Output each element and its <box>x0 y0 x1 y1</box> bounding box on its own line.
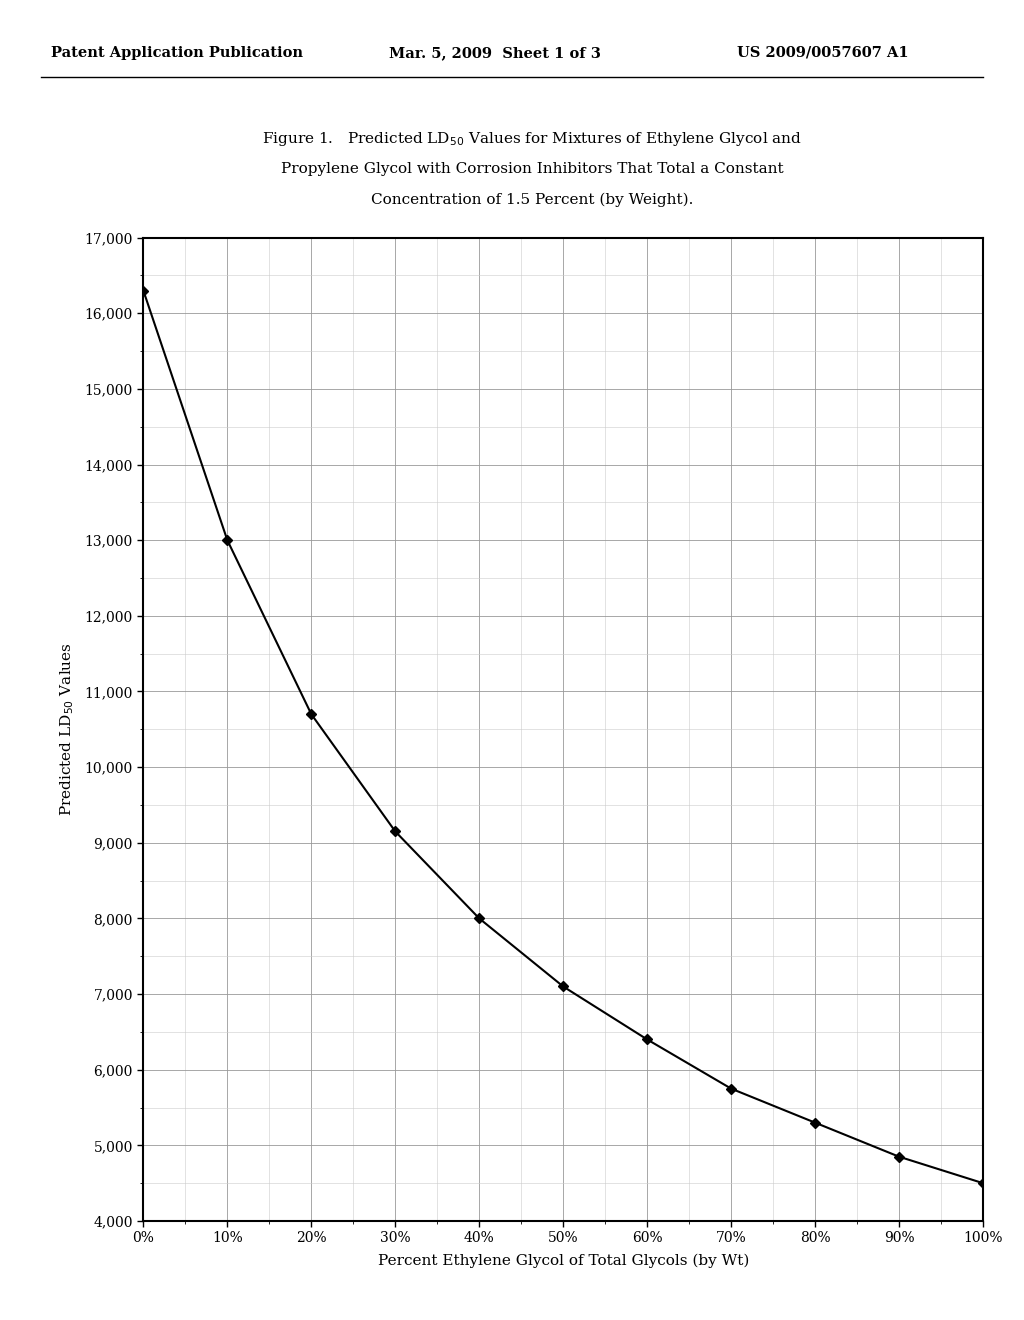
Text: Mar. 5, 2009  Sheet 1 of 3: Mar. 5, 2009 Sheet 1 of 3 <box>389 46 601 59</box>
X-axis label: Percent Ethylene Glycol of Total Glycols (by Wt): Percent Ethylene Glycol of Total Glycols… <box>378 1254 749 1269</box>
Text: Propylene Glycol with Corrosion Inhibitors That Total a Constant: Propylene Glycol with Corrosion Inhibito… <box>282 162 783 176</box>
Text: Figure 1.   Predicted LD$_{50}$ Values for Mixtures of Ethylene Glycol and: Figure 1. Predicted LD$_{50}$ Values for… <box>262 129 803 148</box>
Text: Concentration of 1.5 Percent (by Weight).: Concentration of 1.5 Percent (by Weight)… <box>372 193 693 206</box>
Text: US 2009/0057607 A1: US 2009/0057607 A1 <box>737 46 909 59</box>
Text: Patent Application Publication: Patent Application Publication <box>51 46 303 59</box>
Y-axis label: Predicted LD$_{50}$ Values: Predicted LD$_{50}$ Values <box>58 643 76 816</box>
